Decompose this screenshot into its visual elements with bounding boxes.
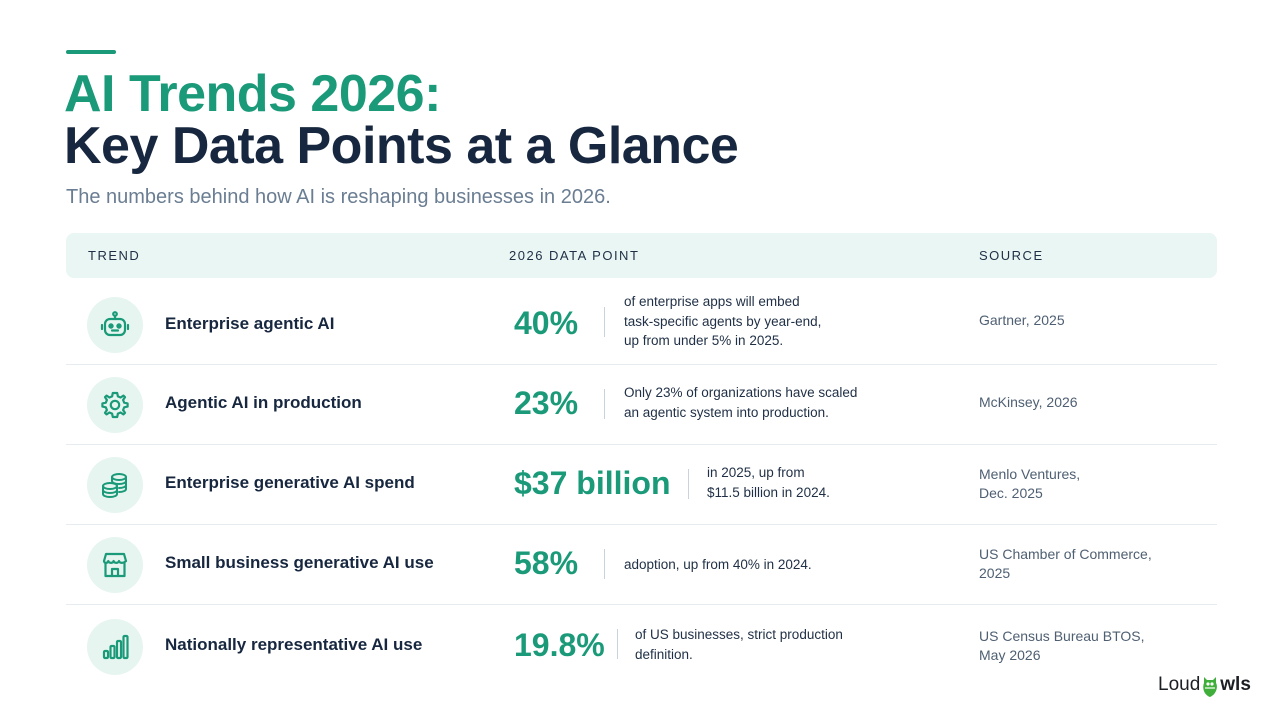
trend-label: Enterprise agentic AI [165, 314, 335, 333]
storefront-icon [87, 537, 143, 593]
detail-line: Only 23% of organizations have scaled [624, 385, 858, 400]
source-line: 2025 [979, 565, 1011, 581]
bar-chart-icon [87, 619, 143, 675]
table-row: Agentic AI in production 23% Only 23% of… [66, 365, 1217, 445]
detail-line: task-specific agents by year-end, [624, 313, 822, 329]
trend-label: Small business generative AI use [165, 553, 434, 572]
data-point-value: $37 billion [514, 465, 671, 501]
trend-label: Enterprise generative AI spend [165, 473, 415, 492]
detail-line: of enterprise apps will embed [624, 294, 800, 309]
source-line: Dec. 2025 [979, 485, 1043, 501]
metric-divider [604, 549, 605, 579]
trend-label: Nationally representative AI use [165, 635, 423, 654]
page-title-line1: AI Trends 2026: [64, 65, 441, 123]
source-line: May 2026 [979, 647, 1041, 663]
source-line: US Chamber of Commerce, [979, 546, 1152, 562]
data-point-detail: of US businesses, strict production defi… [635, 625, 895, 664]
source-text: US Census Bureau BTOS, May 2026 [979, 627, 1179, 665]
detail-line: an agentic system into production. [624, 404, 829, 420]
detail-line: definition. [635, 646, 693, 662]
column-header-trend: TREND [88, 248, 141, 263]
detail-line: $11.5 billion in 2024. [707, 484, 830, 500]
data-point-value: 40% [514, 305, 579, 341]
brand-logo: Loud wls [1158, 672, 1251, 698]
source-line: US Census Bureau BTOS, [979, 628, 1145, 644]
column-header-data-point: 2026 DATA POINT [509, 248, 640, 263]
logo-text-right: wls [1220, 674, 1251, 695]
detail-line: in 2025, up from [707, 465, 805, 480]
data-point-detail: adoption, up from 40% in 2024. [624, 555, 914, 575]
data-point-value: 23% [514, 385, 579, 421]
source-line: Menlo Ventures, [979, 466, 1081, 482]
table-row: Enterprise generative AI spend $37 billi… [66, 445, 1217, 525]
table-row: Small business generative AI use 58% ado… [66, 525, 1217, 605]
title-accent-bar [66, 50, 116, 54]
data-point-detail: of enterprise apps will embed task-speci… [624, 292, 884, 351]
table-header: TREND 2026 DATA POINT SOURCE [66, 233, 1217, 278]
source-text: Menlo Ventures, Dec. 2025 [979, 465, 1179, 503]
data-point-detail: in 2025, up from $11.5 billion in 2024. [707, 463, 907, 502]
gear-icon [87, 377, 143, 433]
owl-icon [1203, 677, 1218, 697]
detail-line: up from under 5% in 2025. [624, 333, 784, 348]
robot-icon [87, 297, 143, 353]
source-text: Gartner, 2025 [979, 311, 1179, 330]
source-line: Gartner, 2025 [979, 312, 1065, 328]
page-subtitle: The numbers behind how AI is reshaping b… [66, 186, 611, 208]
logo-text-left: Loud [1158, 674, 1201, 695]
table-row: Enterprise agentic AI 40% of enterprise … [66, 285, 1217, 365]
source-line: McKinsey, 2026 [979, 394, 1078, 410]
data-point-detail: Only 23% of organizations have scaled an… [624, 383, 914, 422]
metric-divider [688, 469, 689, 499]
table-row: Nationally representative AI use 19.8% o… [66, 605, 1217, 685]
trend-label: Agentic AI in production [165, 393, 362, 412]
detail-line: adoption, up from 40% in 2024. [624, 557, 812, 572]
data-point-value: 58% [514, 545, 579, 581]
column-header-source: SOURCE [979, 248, 1044, 263]
table-body: Enterprise agentic AI 40% of enterprise … [66, 285, 1217, 685]
data-point-value: 19.8% [514, 627, 605, 663]
source-text: McKinsey, 2026 [979, 393, 1179, 412]
page-title-line2: Key Data Points at a Glance [64, 117, 739, 175]
source-text: US Chamber of Commerce, 2025 [979, 545, 1179, 583]
detail-line: of US businesses, strict production [635, 627, 843, 642]
metric-divider [617, 629, 618, 659]
coins-icon [87, 457, 143, 513]
metric-divider [604, 389, 605, 419]
metric-divider [604, 307, 605, 337]
